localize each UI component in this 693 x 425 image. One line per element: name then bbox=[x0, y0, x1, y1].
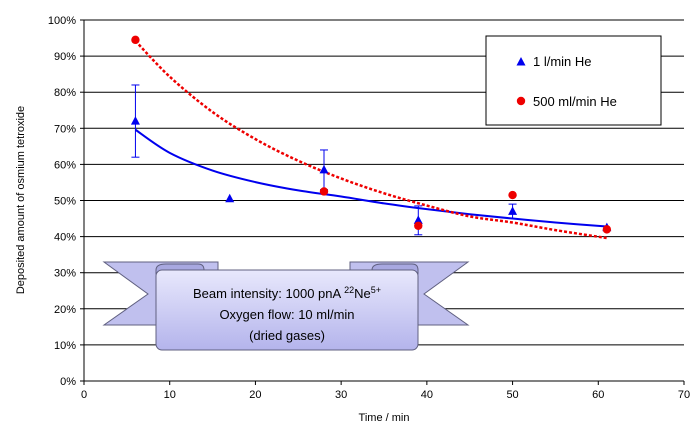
y-tick-label: 30% bbox=[54, 268, 76, 280]
y-tick-label: 40% bbox=[54, 232, 76, 244]
legend: 1 l/min He 500 ml/min He bbox=[485, 35, 662, 126]
x-tick-label: 60 bbox=[592, 389, 604, 401]
info-banner: Beam intensity: 1000 pnA 22Ne5+ Oxygen fl… bbox=[102, 261, 470, 351]
legend-label-1: 1 l/min He bbox=[533, 54, 592, 69]
data-point-triangle bbox=[225, 193, 235, 203]
banner-line-1: Beam intensity: 1000 pnA 22Ne5+ bbox=[193, 285, 381, 301]
legend-marker-circle bbox=[516, 96, 526, 106]
x-axis-label: Time / min bbox=[359, 412, 410, 424]
x-tick-label: 10 bbox=[164, 389, 176, 401]
y-tick-label: 10% bbox=[54, 340, 76, 352]
y-tick-label: 0% bbox=[60, 376, 76, 388]
data-point-triangle bbox=[130, 116, 140, 125]
x-tick-label: 50 bbox=[506, 389, 518, 401]
y-tick-label: 80% bbox=[54, 87, 76, 99]
y-tick-label: 100% bbox=[48, 15, 76, 27]
banner-line-2: Oxygen flow: 10 ml/min bbox=[219, 307, 354, 322]
data-point-circle bbox=[414, 221, 423, 230]
banner-body bbox=[155, 269, 419, 351]
y-axis-label: Deposited amount of osmium tetroxide bbox=[15, 106, 27, 294]
fit-curve-blue bbox=[134, 128, 607, 228]
y-tick-label: 90% bbox=[54, 51, 76, 63]
banner-line-3: (dried gases) bbox=[249, 328, 325, 343]
data-point-circle bbox=[602, 225, 612, 234]
legend-label-2: 500 ml/min He bbox=[533, 94, 617, 109]
legend-box bbox=[485, 35, 662, 126]
y-tick-label: 50% bbox=[54, 196, 76, 208]
data-point-circle bbox=[508, 190, 517, 200]
x-tick-label: 0 bbox=[81, 389, 87, 401]
x-tick-label: 70 bbox=[678, 389, 690, 401]
y-tick-label: 70% bbox=[54, 123, 76, 135]
legend-marker-triangle bbox=[516, 57, 526, 66]
x-tick-label: 20 bbox=[249, 389, 261, 401]
x-tick-label: 40 bbox=[421, 389, 433, 401]
data-point-triangle bbox=[508, 206, 518, 215]
data-point-triangle bbox=[413, 215, 423, 224]
y-tick-label: 20% bbox=[54, 304, 76, 316]
data-point-circle bbox=[319, 187, 329, 196]
y-tick-label: 60% bbox=[54, 159, 76, 171]
axes: 0% 10% 20% 30% 40% 50% 60% 70% 80% 90% 100% 0 10 20 30… bbox=[48, 15, 690, 401]
x-tick-label: 30 bbox=[335, 389, 347, 401]
data-point-triangle bbox=[319, 164, 329, 174]
data-marks bbox=[130, 35, 612, 236]
fit-curve-red bbox=[134, 40, 608, 240]
data-point-circle bbox=[131, 35, 140, 45]
